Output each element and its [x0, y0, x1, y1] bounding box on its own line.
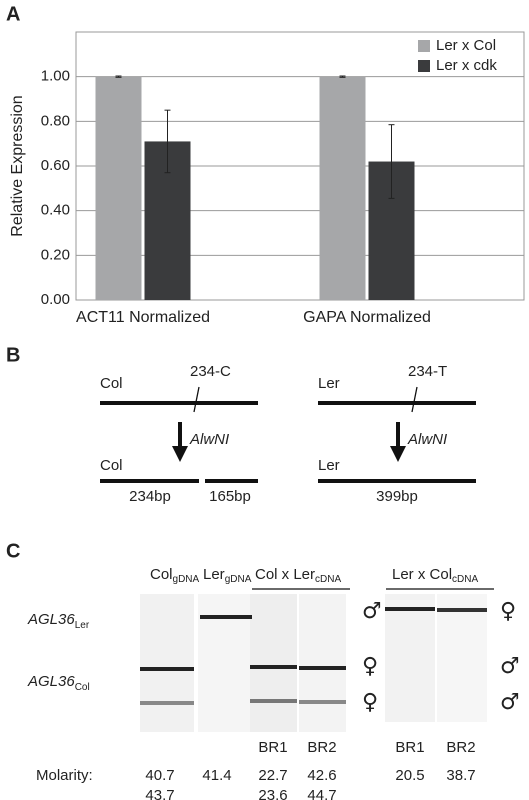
lane: [299, 594, 346, 732]
sex-symbol: ♀: [362, 690, 378, 715]
molarity-value: 43.7: [145, 787, 174, 800]
replicate-label: BR1: [395, 739, 424, 756]
legend-label: Ler x Col: [436, 37, 496, 54]
molarity-value: 23.6: [258, 787, 287, 800]
group-label: Col x LercDNA: [255, 566, 341, 585]
bar-chart: 0.00 0.20 0.40 0.60 0.80 1.00 Relative Express…: [9, 31, 525, 326]
enzyme-label: AlwNI: [407, 431, 447, 448]
row-label: AGL36Col: [27, 673, 90, 693]
band: [437, 608, 487, 612]
legend-label: Ler x cdk: [436, 57, 497, 74]
site-label: 234-C: [190, 363, 231, 380]
replicate-label: BR2: [307, 739, 336, 756]
panel-letter: A: [6, 3, 20, 25]
strain-label: Ler: [318, 457, 340, 474]
enzyme-label: AlwNI: [189, 431, 229, 448]
gel: ColgDNA LergDNA Col x LercDNA Ler x Colc…: [27, 566, 520, 784]
y-tick-label: 0.60: [41, 157, 70, 174]
y-tick-label: 1.00: [41, 68, 70, 85]
sex-symbol: ♀: [362, 654, 378, 679]
y-tick-label: 0.00: [41, 291, 70, 308]
bar: [319, 76, 366, 301]
restriction-diagram: Col 234-C AlwNI Col 234bp 165bp Ler 234-…: [100, 363, 476, 505]
molarity-value: 42.6: [307, 767, 336, 784]
molarity-label: Molarity:: [36, 767, 93, 784]
arrow-head: [172, 446, 188, 462]
site-mark: [411, 386, 418, 413]
row-label: AGL36Ler: [27, 611, 90, 631]
sex-symbol: ♂: [362, 599, 382, 624]
sex-symbol: ♂: [500, 654, 520, 679]
band: [140, 701, 194, 705]
molarity-value: 38.7: [446, 767, 475, 784]
x-tick-label: ACT11 Normalized: [76, 309, 210, 326]
fragment-label: 234bp: [129, 488, 171, 505]
molarity-value: 20.5: [395, 767, 424, 784]
molarity-value: 22.7: [258, 767, 287, 784]
legend-swatch: [418, 60, 430, 72]
strain-label: Col: [100, 375, 123, 392]
lane: [250, 594, 297, 732]
band: [140, 667, 194, 671]
site-label: 234-T: [408, 363, 447, 380]
panel-letter: B: [6, 344, 20, 366]
y-axis-title: Relative Expression: [9, 95, 26, 236]
lane: [140, 594, 194, 732]
band: [200, 615, 252, 619]
sex-symbol: ♂: [500, 690, 520, 715]
strain-label: Ler: [318, 375, 340, 392]
panel-letter: C: [6, 540, 20, 562]
y-tick-label: 0.20: [41, 246, 70, 263]
lane: [437, 594, 487, 722]
bar: [95, 76, 142, 301]
fragment-label: 165bp: [209, 488, 251, 505]
strain-label: Col: [100, 457, 123, 474]
lane-label: LergDNA: [203, 566, 252, 585]
y-tick-label: 0.80: [41, 112, 70, 129]
molarity-value: 41.4: [202, 767, 231, 784]
arrow-head: [390, 446, 406, 462]
fragment-label: 399bp: [376, 488, 418, 505]
band: [250, 665, 297, 669]
site-mark: [193, 386, 200, 413]
lane: [198, 594, 252, 732]
lane-label: ColgDNA: [150, 566, 200, 585]
legend-swatch: [418, 40, 430, 52]
replicate-label: BR2: [446, 739, 475, 756]
band: [299, 666, 346, 670]
sex-symbol: ♀: [500, 599, 516, 624]
band: [385, 607, 435, 611]
molarity-value: 44.7: [307, 787, 336, 800]
band: [250, 699, 297, 703]
y-tick-label: 0.40: [41, 202, 70, 219]
group-label: Ler x ColcDNA: [392, 566, 478, 585]
molarity-value: 40.7: [145, 767, 174, 784]
band: [299, 700, 346, 704]
x-tick-label: GAPA Normalized: [303, 309, 431, 326]
replicate-label: BR1: [258, 739, 287, 756]
lane: [385, 594, 435, 722]
